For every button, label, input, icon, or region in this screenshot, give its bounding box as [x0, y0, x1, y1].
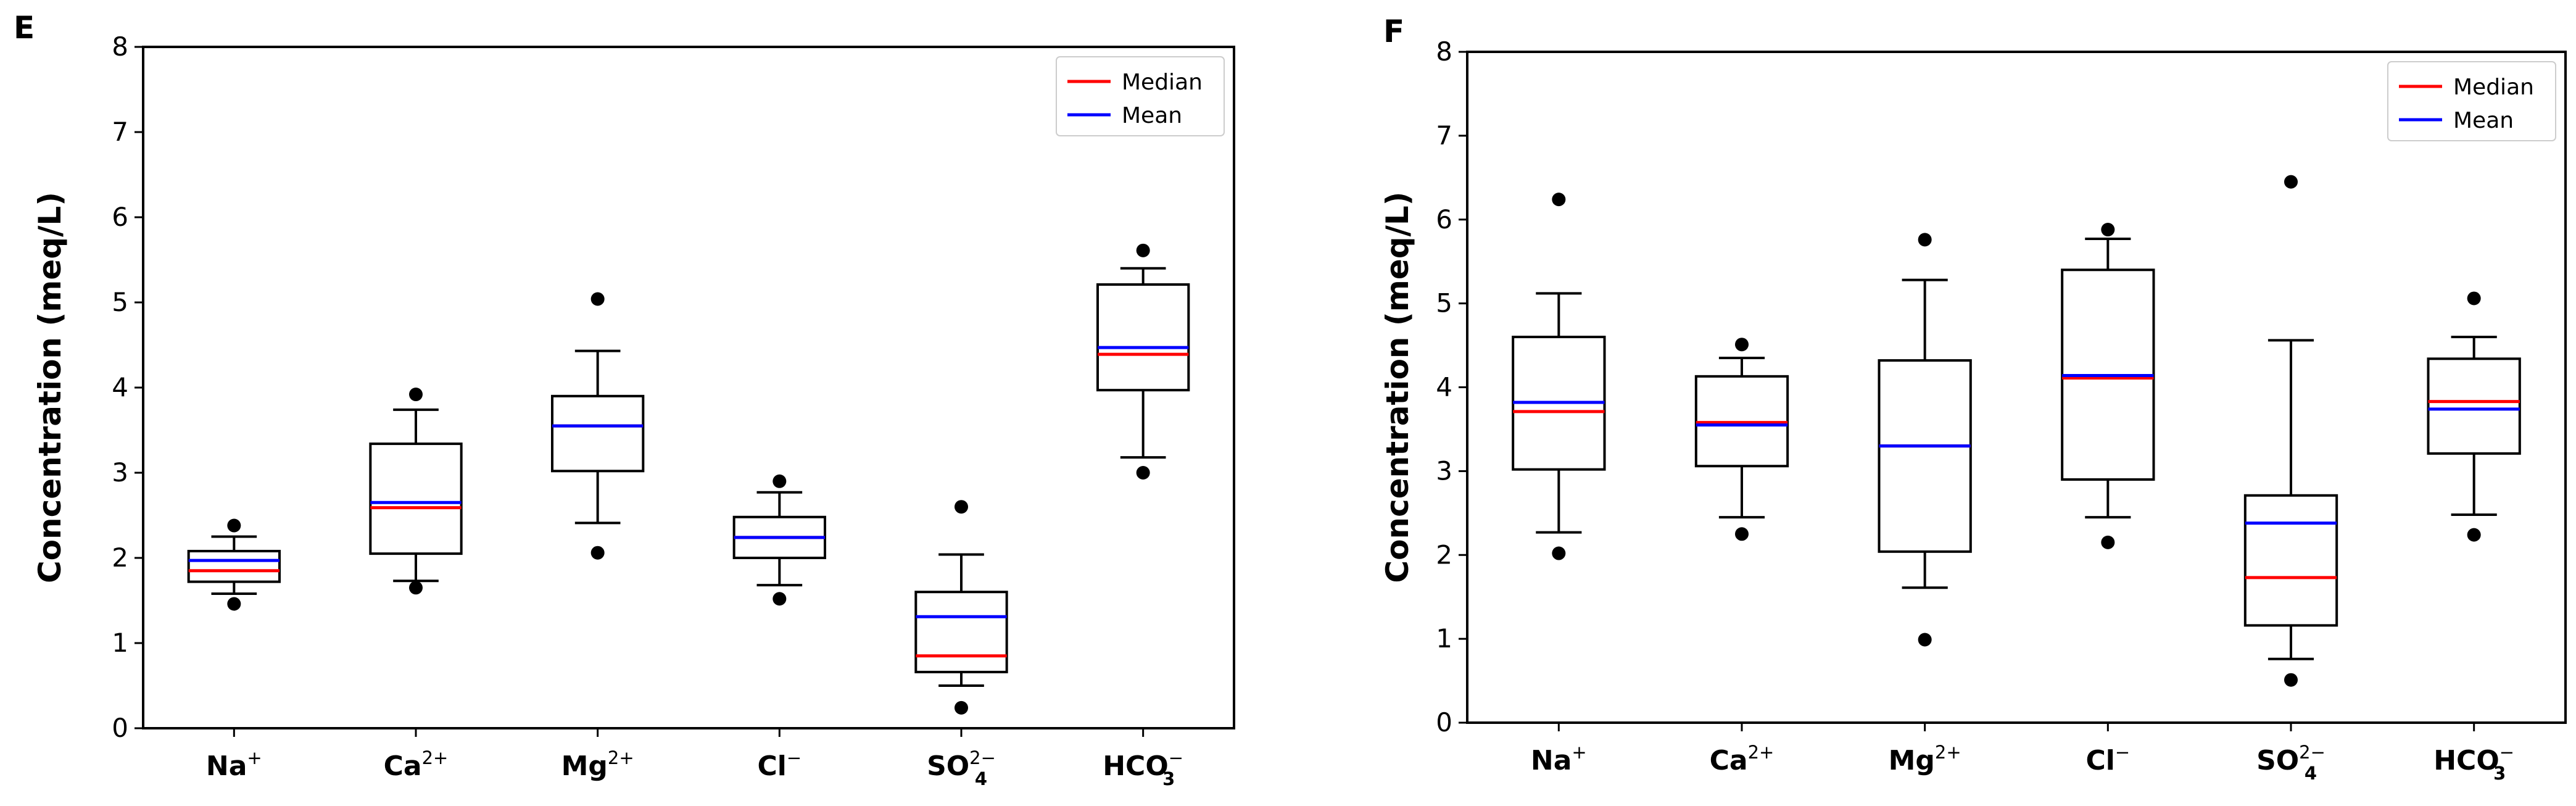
outlier-point: [1552, 193, 1566, 207]
y-axis-title: Concentration (meq/L): [1380, 191, 1415, 583]
legend: Median Mean: [1056, 56, 1225, 136]
y-tick-label: 0: [112, 713, 128, 743]
box-3: [732, 474, 826, 606]
outlier-point: [1918, 233, 1932, 247]
legend-label: Median: [2453, 75, 2534, 100]
outlier-point: [955, 500, 968, 514]
panel-label: F: [1383, 14, 1404, 49]
y-tick-label: 7: [112, 117, 128, 147]
box-0: [187, 518, 281, 611]
legend-label: Median: [1122, 70, 1203, 95]
outlier-point: [772, 592, 787, 606]
y-tick-label: 2: [1436, 539, 1452, 570]
panel-f: F Concentration (meq/L) 0 1 2 3 4 5 6 7 8 Na+ Ca2+ Mg…: [1380, 14, 2567, 784]
outlier-point: [1552, 546, 1566, 560]
outlier-point: [1136, 466, 1150, 480]
y-tick-label: 0: [1436, 707, 1452, 737]
outlier-point: [2467, 291, 2481, 305]
box-0: [1512, 193, 1606, 560]
y-tick-label: 4: [112, 372, 128, 402]
box-iqr: [551, 394, 645, 473]
y-tick-label: 6: [1436, 204, 1452, 235]
legend-label: Mean: [1122, 103, 1182, 128]
box-3: [2061, 223, 2155, 549]
outlier-point: [2101, 535, 2115, 549]
box-2: [551, 292, 645, 560]
y-tick-label: 3: [1436, 455, 1452, 486]
x-tick-label: Na+: [206, 747, 262, 782]
outlier-point: [590, 546, 605, 560]
y-tick-label: 7: [1436, 120, 1452, 151]
x-tick-label: Mg2+: [1889, 742, 1961, 776]
x-tick-label: HCO− 3: [1103, 747, 1183, 789]
y-tick-label: 5: [1436, 288, 1452, 318]
y-tick-label: 8: [112, 31, 128, 62]
y-tick-label: 1: [1436, 623, 1452, 654]
y-tick-label: 8: [1436, 36, 1452, 67]
panel-e: E Concentration (meq/L) 0 1 2 3 4 5 6 7 8 Na+ Ca2+ Mg…: [14, 10, 1235, 789]
box-iqr: [2427, 357, 2521, 455]
x-tick-label: SO2− 4: [2256, 742, 2325, 784]
outlier-point: [1918, 633, 1932, 647]
x-tick-label: SO2− 4: [927, 747, 996, 789]
x-tick-label: Cl−: [2085, 742, 2130, 776]
outlier-point: [1136, 243, 1150, 257]
y-axis-title: Concentration (meq/L): [32, 192, 68, 583]
y-tick-label: 5: [112, 287, 128, 317]
x-tick-label: Cl−: [757, 747, 801, 782]
outlier-point: [1735, 338, 1749, 352]
box-4: [2243, 175, 2338, 687]
box-iqr: [1878, 359, 1972, 553]
box-iqr: [1096, 283, 1190, 392]
plot-frame: [1466, 51, 2567, 724]
box-iqr: [187, 549, 281, 583]
box-5: [1096, 243, 1190, 480]
panel-label: E: [14, 10, 35, 46]
outlier-point: [409, 581, 423, 595]
outlier-point: [2284, 175, 2298, 189]
legend-label: Mean: [2453, 108, 2514, 133]
box-5: [2427, 291, 2521, 542]
box-iqr: [369, 442, 463, 555]
x-tick-label: Na+: [1531, 742, 1587, 776]
outlier-point: [227, 597, 241, 611]
outlier-point: [590, 292, 605, 306]
box-1: [369, 388, 463, 595]
outlier-point: [772, 474, 787, 488]
legend: Median Mean: [2387, 61, 2556, 141]
y-tick-label: 6: [112, 202, 128, 232]
y-tick-label: 3: [112, 457, 128, 488]
box-2: [1878, 233, 1972, 647]
outlier-point: [2101, 223, 2115, 237]
outlier-point: [955, 700, 968, 715]
box-iqr: [2243, 494, 2338, 627]
outlier-point: [2467, 528, 2481, 542]
outlier-point: [227, 518, 241, 533]
box-4: [914, 500, 1008, 715]
y-tick-label: 1: [112, 628, 128, 658]
outlier-point: [2284, 673, 2298, 687]
outlier-point: [409, 388, 423, 402]
x-tick-label: Ca2+: [384, 747, 449, 782]
box-iqr: [914, 591, 1008, 673]
x-tick-label: Ca2+: [1710, 742, 1775, 776]
outlier-point: [1735, 527, 1749, 541]
x-tick-label: Mg2+: [561, 747, 634, 782]
plot-frame: [142, 46, 1235, 729]
x-tick-label: HCO− 3: [2433, 742, 2514, 784]
y-tick-label: 2: [112, 542, 128, 573]
box-1: [1694, 338, 1789, 541]
y-tick-label: 4: [1436, 372, 1452, 402]
